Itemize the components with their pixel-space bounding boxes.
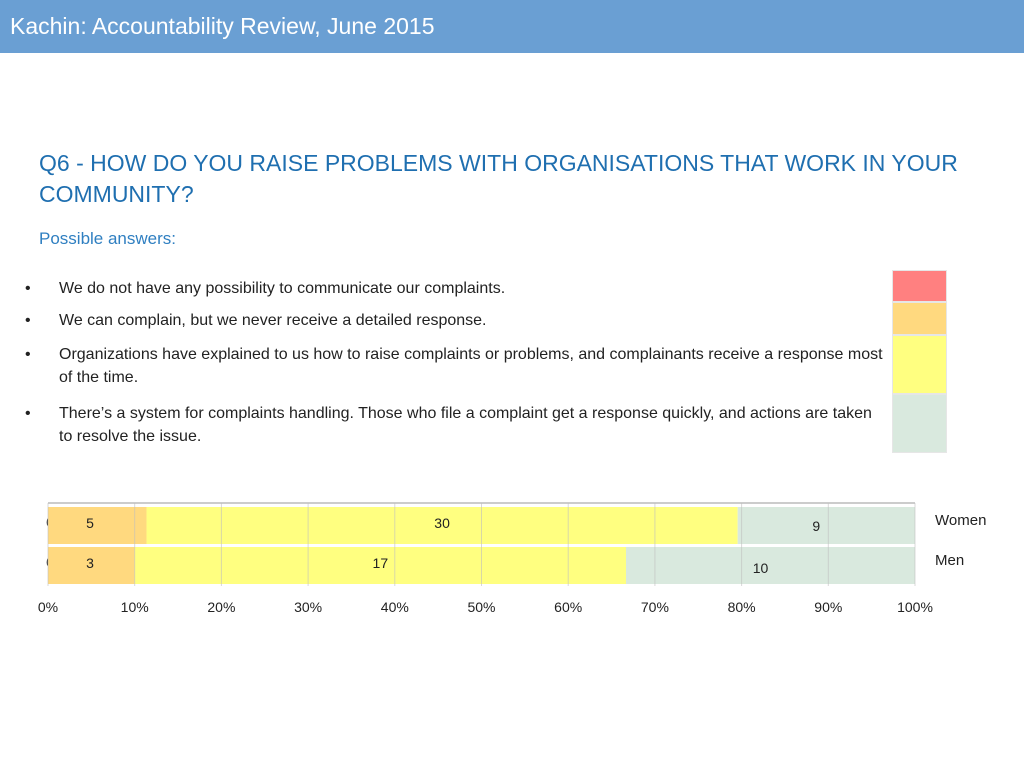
color-swatch-no-possibility xyxy=(892,270,947,302)
answer-text: We do not have any possibility to commun… xyxy=(59,280,506,297)
color-swatch-response-most-time xyxy=(892,335,947,394)
answer-text: There’s a system for complaints handling… xyxy=(59,405,872,445)
x-tick-label: 30% xyxy=(294,599,322,615)
category-label: Women xyxy=(935,512,986,529)
answer-text: Organizations have explained to us how t… xyxy=(59,346,883,386)
bar-segment xyxy=(48,507,147,544)
x-tick-label: 100% xyxy=(897,599,933,615)
bullet-icon: • xyxy=(25,346,31,363)
bar-segment xyxy=(626,547,915,584)
x-tick-label: 10% xyxy=(121,599,149,615)
x-tick-label: 40% xyxy=(381,599,409,615)
x-tick-label: 0% xyxy=(38,599,58,615)
x-tick-label: 20% xyxy=(207,599,235,615)
category-label: Men xyxy=(935,552,964,569)
x-tick-label: 70% xyxy=(641,599,669,615)
bar-segment xyxy=(48,547,135,584)
bar-segment xyxy=(146,507,738,544)
bar-segment xyxy=(134,547,626,584)
bar-value-label: 17 xyxy=(373,555,389,571)
bar-value-label: 3 xyxy=(86,555,94,571)
x-tick-label: 90% xyxy=(814,599,842,615)
header-bar: Kachin: Accountability Review, June 2015 xyxy=(0,0,1024,53)
question-title: Q6 - HOW DO YOU RAISE PROBLEMS WITH ORGA… xyxy=(39,150,958,207)
bar-value-label: 10 xyxy=(753,560,769,576)
color-swatch-system-handling xyxy=(892,394,947,453)
x-tick-label: 50% xyxy=(467,599,495,615)
bar-value-label: 30 xyxy=(434,515,450,531)
bullet-icon: • xyxy=(25,280,31,297)
x-tick-label: 80% xyxy=(728,599,756,615)
bar-value-label: 5 xyxy=(86,515,94,531)
color-swatch-no-response xyxy=(892,302,947,335)
bullet-icon: • xyxy=(25,405,31,422)
x-tick-label: 60% xyxy=(554,599,582,615)
header-title: Kachin: Accountability Review, June 2015 xyxy=(10,13,435,39)
possible-answers-label: Possible answers: xyxy=(39,229,177,248)
stacked-bar-chart: 05309Women031710Men0%10%20%30%40%50%60%7… xyxy=(38,502,986,615)
bar-segment xyxy=(737,507,915,544)
bullet-icon: • xyxy=(25,312,31,329)
answer-text: We can complain, but we never receive a … xyxy=(59,312,487,329)
bar-value-label: 9 xyxy=(812,518,820,534)
